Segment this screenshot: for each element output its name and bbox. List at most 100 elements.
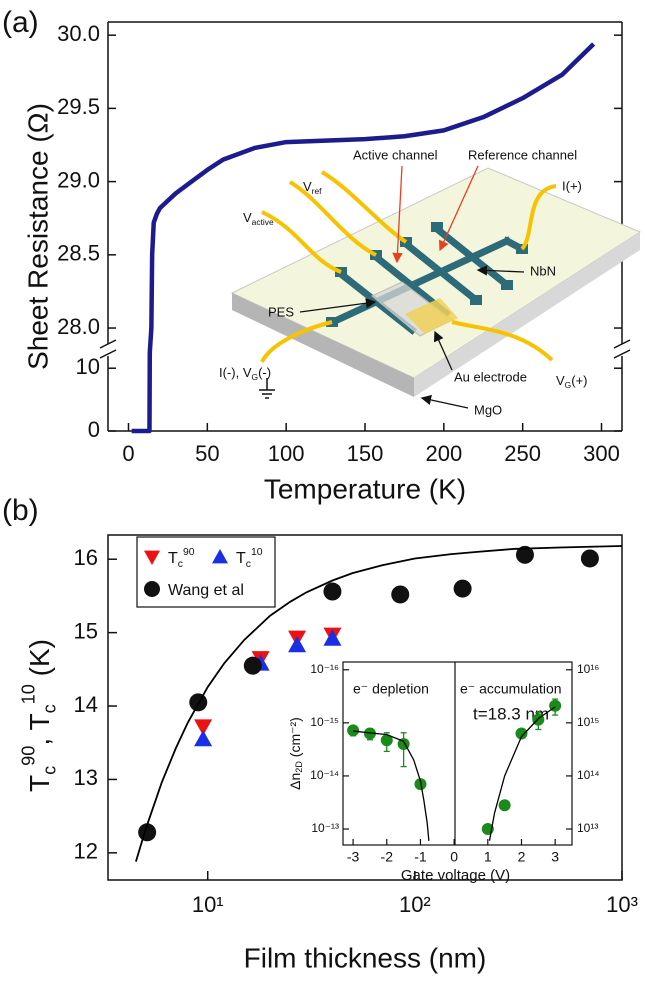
diagram-label: Vref: [303, 179, 322, 196]
x-tick-label: 50: [195, 441, 219, 466]
diagram-label: MgO: [474, 402, 502, 417]
x-tick-label: -3: [347, 849, 360, 865]
pad: [431, 222, 443, 232]
diagram-label: NbN: [530, 263, 556, 278]
inset-frame: [342, 661, 573, 846]
y-tick-label: 0: [88, 417, 100, 442]
text-part: c: [246, 559, 251, 570]
diagram-label: Au electrode: [454, 369, 527, 384]
arm: [401, 239, 481, 305]
y-tick-label: 10⁻¹⁶: [310, 662, 339, 676]
diagram-label: Vactive: [243, 210, 274, 227]
x-tick-label: 10³: [606, 892, 638, 917]
y-tick-label: 16: [74, 545, 98, 570]
marker: [194, 719, 213, 736]
diagram-label: Active channel: [353, 147, 438, 162]
text-part: 10: [251, 547, 263, 558]
plot-frame: [107, 534, 623, 881]
marker: [212, 549, 228, 564]
x-tick-label: 10¹: [192, 892, 224, 917]
x-tick-label: 3: [551, 849, 559, 865]
y2-tick-label: 10¹⁶: [577, 662, 599, 676]
diagram-label: Reference channel: [468, 147, 577, 162]
wire: [288, 180, 377, 257]
y-tick-label: 30.0: [57, 21, 100, 46]
text-part: (K): [24, 639, 55, 684]
marker: [144, 581, 160, 597]
wire: [520, 184, 557, 251]
x-tick-label: -2: [381, 849, 394, 865]
marker: [194, 730, 213, 747]
y-tick-label: 10⁻¹⁵: [310, 715, 339, 729]
text-part: G: [252, 372, 259, 382]
pad: [501, 280, 513, 290]
diagram-label: PES: [268, 304, 294, 319]
diagram-label: VG(+): [556, 373, 588, 390]
text-part: I(-), V: [219, 365, 252, 380]
au-electrode: [405, 298, 458, 334]
y2-tick-label: 10¹⁵: [577, 715, 599, 729]
y2-tick-label: 10¹⁴: [577, 768, 600, 782]
text-part: V: [243, 210, 252, 225]
marker: [347, 724, 360, 737]
arrow: [439, 165, 479, 252]
nbn-pattern: [328, 224, 527, 335]
arm: [336, 269, 417, 335]
text-part: c: [178, 559, 183, 570]
marker: [144, 550, 160, 565]
panel-a: 0 50 100 150 200 250 300 0 10 28.0 28.5 29.0 29.5 30.…: [2, 6, 631, 504]
legend-label: Tc10: [236, 547, 263, 570]
y-tick-label: 14: [74, 692, 98, 717]
annotation: e⁻ accumulation: [460, 681, 562, 697]
text-part: (-): [258, 365, 271, 380]
annotation: t=18.3 nm: [473, 704, 549, 723]
text-part: T: [236, 550, 246, 567]
marker: [515, 727, 528, 740]
y-tick-label: 10⁻¹³: [311, 821, 339, 835]
y2-tick-label: 10¹³: [577, 821, 598, 835]
wire: [261, 210, 342, 274]
pad: [470, 295, 482, 305]
arm: [432, 224, 512, 290]
x-tick-label: 300: [583, 441, 620, 466]
text-part: c: [39, 704, 59, 713]
substrate-side: [232, 293, 414, 397]
fit-line: [135, 545, 623, 862]
x-tick-label: 1: [484, 849, 492, 865]
panel-label: (a): [2, 6, 39, 39]
ground-symbol: [259, 378, 275, 399]
y-tick-label: 10⁻¹⁴: [310, 768, 339, 782]
marker: [243, 656, 262, 675]
marker: [498, 799, 511, 812]
panel-label: (b): [2, 494, 39, 527]
y-tick-label: 10: [76, 354, 100, 379]
x-tick-label: -1: [414, 849, 427, 865]
x-axis-label: Film thickness (nm): [244, 942, 487, 973]
annotation: e⁻ depletion: [353, 681, 429, 697]
text-part: active: [252, 217, 274, 227]
wires: [260, 170, 557, 363]
x-tick-label: 2: [518, 849, 526, 865]
marker: [453, 579, 472, 598]
y-tick-label: 15: [74, 618, 98, 643]
y-axis-label: Tc90, Tc10 (K): [18, 639, 59, 792]
y-tick-label: 29.0: [57, 167, 100, 192]
data-line: [131, 42, 596, 434]
y-tick-label: 28.5: [57, 241, 100, 266]
legend-frame: [136, 536, 276, 608]
marker: [391, 585, 410, 604]
arrow: [299, 298, 377, 313]
axis-break: [613, 339, 631, 349]
marker: [323, 629, 342, 646]
text-part: 90: [18, 746, 38, 766]
marker: [380, 734, 393, 747]
diagram-label: I(-), VG(-): [219, 365, 271, 382]
diagram-label: I(+): [562, 178, 582, 193]
y-axis-label: Sheet Resistance (Ω): [22, 103, 53, 370]
text-part: (+): [571, 373, 587, 388]
x-axis-label: Temperature (K): [264, 473, 466, 504]
fit-line: [488, 706, 556, 841]
text-part: , T: [24, 713, 55, 745]
